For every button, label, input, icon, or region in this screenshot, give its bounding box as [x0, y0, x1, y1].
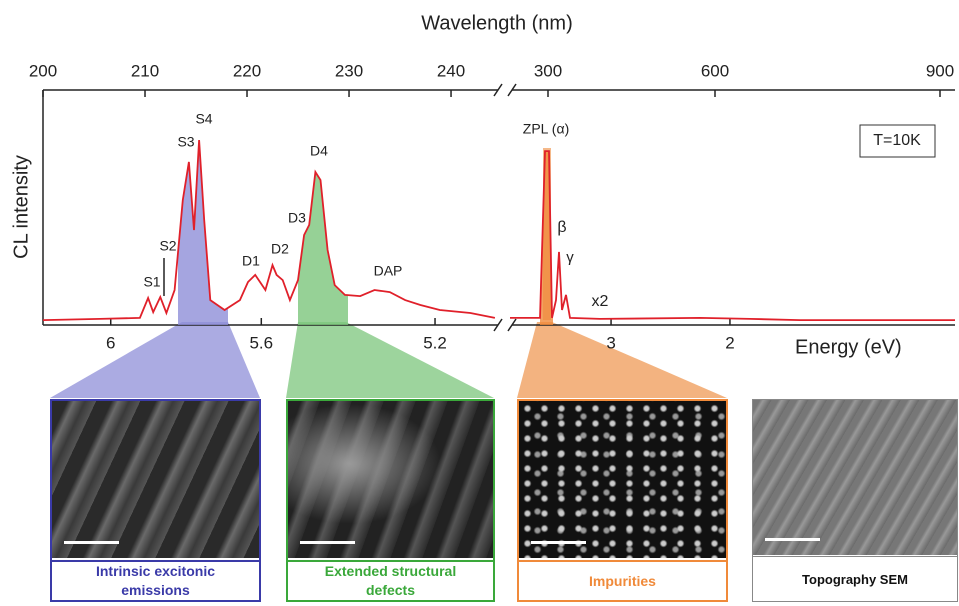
y-axis-title: CL intensity	[10, 155, 32, 259]
panel-caption: Intrinsic excitonic emissions	[52, 560, 259, 600]
x2-tick-label: 6	[106, 333, 115, 352]
scale-bar	[765, 538, 820, 541]
peak-label: γ	[566, 249, 574, 266]
spectrum-line	[510, 150, 955, 321]
peak-label: x2	[592, 293, 609, 310]
zoom-link	[50, 322, 260, 398]
peak-fill	[540, 151, 553, 325]
panel: Topography SEM	[752, 399, 958, 602]
x-tick-label: 220	[233, 61, 261, 80]
sem-image	[753, 400, 957, 555]
x2-axis-title: Energy (eV)	[795, 336, 902, 358]
x-tick-label: 600	[701, 61, 729, 80]
x-tick-label: 300	[534, 61, 562, 80]
panel: Extended structural defects	[286, 399, 495, 602]
peak-label: D3	[288, 210, 306, 226]
peak-label: S4	[195, 111, 212, 127]
peak-label: DAP	[374, 263, 403, 279]
scale-bar	[300, 541, 355, 544]
peak-label: S1	[143, 274, 160, 290]
cl-image	[288, 401, 493, 558]
scale-bar	[64, 541, 119, 544]
peak-fill	[178, 140, 228, 325]
x2-tick-label: 5.6	[249, 333, 273, 352]
panel-caption: Extended structural defects	[288, 560, 493, 600]
panel: Intrinsic excitonic emissions	[50, 399, 261, 602]
cl-image	[519, 401, 726, 558]
zoom-link	[286, 322, 494, 398]
peak-label: D1	[242, 253, 260, 269]
axes	[42, 83, 955, 332]
cl-image	[52, 401, 259, 558]
peak-label: T=10K	[873, 132, 921, 149]
panel-caption: Impurities	[519, 560, 726, 600]
peak-label: D4	[310, 143, 328, 159]
peak-label: ZPL (α)	[523, 121, 569, 137]
peak-fill	[298, 172, 348, 325]
x-tick-label: 900	[926, 61, 954, 80]
peak-label: S3	[177, 134, 194, 150]
x2-tick-label: 5.2	[423, 333, 447, 352]
x2-tick-label: 3	[606, 333, 615, 352]
peak-label: β	[557, 219, 566, 236]
x-tick-label: 200	[29, 61, 57, 80]
zoom-link	[517, 322, 727, 398]
x-tick-label: 210	[131, 61, 159, 80]
legend-box	[859, 124, 936, 158]
spectrum-line	[42, 140, 496, 321]
scale-bar	[531, 541, 586, 544]
x-tick-label: 230	[335, 61, 363, 80]
peak-label: S2	[159, 238, 176, 254]
x-axis-title: Wavelength (nm)	[421, 12, 573, 34]
panel-caption: Topography SEM	[753, 556, 957, 601]
panel: Impurities	[517, 399, 728, 602]
x-tick-label: 240	[437, 61, 465, 80]
peak-label: D2	[271, 241, 289, 257]
x2-tick-label: 2	[725, 333, 734, 352]
